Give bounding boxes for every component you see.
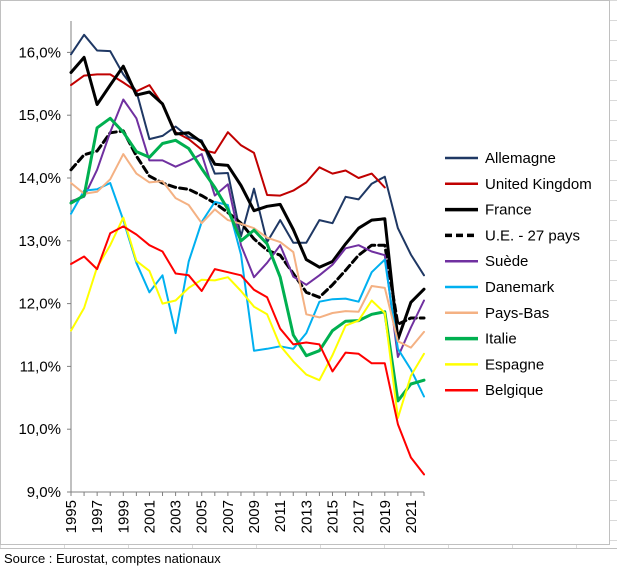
y-tick-label: 10,0% [18,421,61,438]
x-tick-label: 2011 [272,500,289,532]
x-tick-label: 2005 [194,500,211,533]
chart-legend[interactable]: Allemagne United Kingdom France U.E. - 27 p… [445,150,592,399]
y-tick-label: 12,0% [18,296,61,313]
series-line-pays-bas[interactable] [70,153,425,349]
legend-label: Belgique [485,382,543,399]
x-tick-label: 1997 [89,500,106,533]
series-line-su-de[interactable] [70,98,425,358]
legend-label: Danemark [485,279,555,296]
series-layer [69,33,426,476]
legend-label: U.E. - 27 pays [485,227,580,244]
x-tick-label: 2001 [141,500,158,533]
legend-label: Suède [485,253,528,270]
legend-item-france[interactable]: France [445,202,532,219]
y-tick-label: 13,0% [18,233,61,250]
x-tick-label: 2015 [324,500,341,533]
legend-item-espagne[interactable]: Espagne [445,356,544,373]
legend-item-u-e-27-pays[interactable]: U.E. - 27 pays [445,227,580,244]
series-line-france[interactable] [69,55,426,341]
legend-label: Pays-Bas [485,305,549,322]
chart-area[interactable]: 9,0% 10,0% 11,0% 12,0% 13,0% 14,0% 15,0% 16,0% 1… [0,0,610,545]
legend-label: Italie [485,331,517,348]
chart-axes: 9,0% 10,0% 11,0% 12,0% 13,0% 14,0% 15,0% 16,0% 1… [18,21,425,533]
legend-label: Espagne [485,356,544,373]
series-line-italie[interactable] [69,116,426,403]
source-note: Source : Eurostat, comptes nationaux [4,551,221,566]
x-tick-label: 2021 [403,500,420,533]
y-tick-label: 16,0% [18,44,61,61]
footer-row: Source : Eurostat, comptes nationaux [0,548,617,570]
series-line-united-kingdom[interactable] [70,73,386,197]
y-tick-label: 11,0% [20,358,61,375]
x-tick-label: 2007 [220,500,237,533]
line-chart[interactable]: 9,0% 10,0% 11,0% 12,0% 13,0% 14,0% 15,0% 16,0% 1… [1,1,611,546]
legend-label: Allemagne [485,150,556,167]
legend-item-italie[interactable]: Italie [445,331,517,348]
legend-item-su-de[interactable]: Suède [445,253,528,270]
legend-item-belgique[interactable]: Belgique [445,382,543,399]
x-tick-label: 2017 [351,500,368,533]
legend-label: United Kingdom [485,176,592,193]
series-line-belgique[interactable] [70,225,425,476]
y-tick-label: 14,0% [18,170,61,187]
legend-item-united-kingdom[interactable]: United Kingdom [445,176,592,193]
y-tick-label: 15,0% [18,107,61,124]
legend-label: France [485,202,532,219]
legend-item-allemagne[interactable]: Allemagne [445,150,556,167]
legend-item-danemark[interactable]: Danemark [445,279,555,296]
x-tick-label: 2013 [298,500,315,533]
x-tick-label: 1995 [63,500,80,533]
series-line-espagne[interactable] [70,216,425,419]
x-tick-label: 2019 [377,500,394,533]
y-tick-label: 9,0% [27,484,61,501]
x-tick-label: 2003 [168,500,185,533]
x-tick-label: 1999 [115,500,132,533]
legend-item-pays-bas[interactable]: Pays-Bas [445,305,549,322]
x-tick-label: 2009 [246,500,263,533]
